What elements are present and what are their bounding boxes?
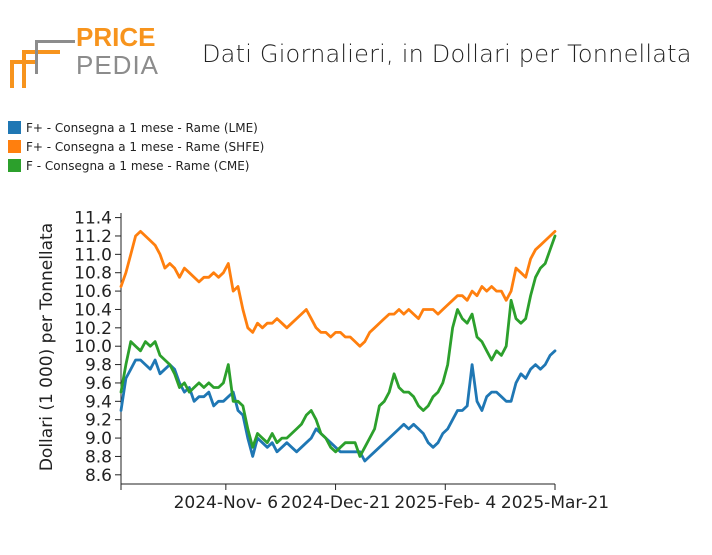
series-line-1 <box>119 349 557 463</box>
legend-item: F+ - Consegna a 1 mese - Rame (LME) <box>8 118 264 137</box>
y-tick-label: 10.6 <box>74 282 112 302</box>
y-axis-title: Dollari (1 000) per Tonnellata <box>37 223 57 471</box>
y-tick-label: 11.0 <box>74 245 112 265</box>
pricepedia-logo: PRICE PEDIA <box>10 26 159 88</box>
logo-mark-bar <box>35 40 38 74</box>
legend-label: F+ - Consegna a 1 mese - Rame (SHFE) <box>26 139 265 154</box>
y-tick-label: 9.4 <box>85 392 112 412</box>
x-tick-label: 2025-Feb- 4 <box>394 493 496 513</box>
logo-word-pedia: PEDIA <box>76 50 159 80</box>
y-tick-label: 11.2 <box>74 227 112 247</box>
legend-item: F+ - Consegna a 1 mese - Rame (SHFE) <box>8 137 264 156</box>
logo-mark-bar <box>22 50 26 88</box>
logo-word-price: PRICE <box>76 26 155 52</box>
y-tick-label: 10.8 <box>74 264 112 284</box>
legend-label: F+ - Consegna a 1 mese - Rame (LME) <box>26 120 258 135</box>
logo-mark-bar <box>35 40 75 43</box>
y-tick-label: 9.2 <box>85 411 112 431</box>
y-tick-label: 8.6 <box>85 466 112 486</box>
legend-item: F - Consegna a 1 mese - Rame (CME) <box>8 156 264 175</box>
logo-mark-bar <box>10 60 14 88</box>
series-layer <box>119 230 557 463</box>
legend-swatch <box>8 140 21 153</box>
y-tick-label: 9.8 <box>85 356 112 376</box>
legend: F+ - Consegna a 1 mese - Rame (LME) F+ -… <box>8 118 264 175</box>
x-tick-label: 2024-Nov- 6 <box>174 493 278 513</box>
x-tick-label: 2024-Dec-21 <box>281 493 391 513</box>
series-line-3 <box>119 234 557 458</box>
y-tick-label: 10.4 <box>74 300 112 320</box>
y-tick-label: 10.2 <box>74 319 112 339</box>
series-line-2 <box>119 230 557 348</box>
logo-mark-bar <box>22 50 60 54</box>
y-tick-label: 10.0 <box>74 337 112 357</box>
x-tick-label: 2025-Mar-21 <box>501 493 609 513</box>
legend-swatch <box>8 159 21 172</box>
legend-swatch <box>8 121 21 134</box>
y-tick-label: 9.0 <box>85 429 112 449</box>
y-tick-label: 11.4 <box>74 209 112 229</box>
y-tick-label: 9.6 <box>85 374 112 394</box>
legend-label: F - Consegna a 1 mese - Rame (CME) <box>26 158 250 173</box>
chart-title: Dati Giornalieri, in Dollari per Tonnell… <box>202 40 692 68</box>
y-tick-label: 8.8 <box>85 447 112 467</box>
axes: 8.68.89.09.29.49.69.810.010.210.410.610.… <box>74 209 609 513</box>
